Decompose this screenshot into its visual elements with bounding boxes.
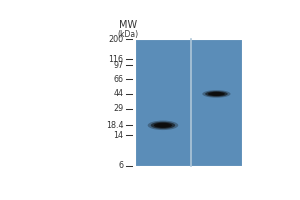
Text: 29: 29 (113, 104, 124, 113)
Text: 44: 44 (113, 89, 124, 98)
Ellipse shape (205, 91, 228, 97)
Ellipse shape (208, 92, 225, 96)
Bar (135, 39, 242, 166)
Text: 200: 200 (108, 35, 124, 44)
Text: (kDa): (kDa) (118, 30, 139, 39)
Text: 18.4: 18.4 (106, 121, 124, 130)
Text: 116: 116 (109, 55, 124, 64)
Text: 97: 97 (113, 61, 124, 70)
Text: 6: 6 (118, 161, 124, 170)
Ellipse shape (157, 124, 169, 127)
Text: 66: 66 (113, 75, 124, 84)
Text: 14: 14 (113, 131, 124, 140)
Ellipse shape (211, 92, 222, 95)
Text: MW: MW (119, 20, 137, 30)
Ellipse shape (202, 90, 230, 98)
Ellipse shape (154, 123, 172, 128)
Ellipse shape (148, 121, 178, 130)
Ellipse shape (151, 122, 175, 129)
